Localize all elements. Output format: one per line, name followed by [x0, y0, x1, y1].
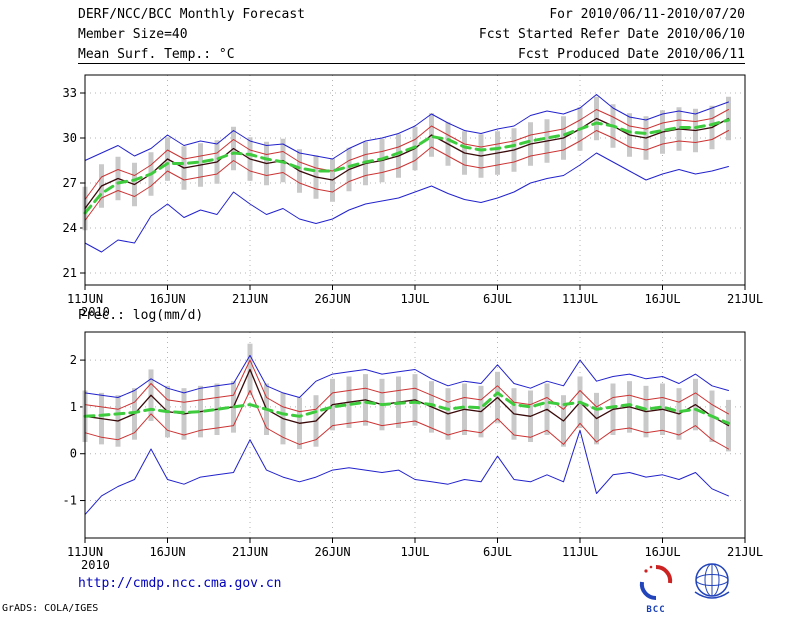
svg-text:21JUN: 21JUN: [232, 292, 268, 306]
svg-text:1JUL: 1JUL: [401, 545, 430, 559]
refer-date-label: Fcst Started Refer Date 2010/06/10: [478, 27, 745, 42]
svg-text:26JUN: 26JUN: [314, 545, 350, 559]
svg-text:21JUN: 21JUN: [232, 545, 268, 559]
bcc-logo: BCC: [632, 562, 680, 615]
grads-credit: GrADS: COLA/IGES: [2, 603, 99, 614]
svg-text:1: 1: [70, 400, 77, 414]
svg-text:6JUL: 6JUL: [483, 545, 512, 559]
svg-text:21JUL: 21JUL: [727, 545, 763, 559]
svg-text:11JUL: 11JUL: [562, 292, 598, 306]
svg-text:16JUN: 16JUN: [149, 545, 185, 559]
cmdp-url-link[interactable]: http://cmdp.ncc.cma.gov.cn: [78, 576, 282, 591]
svg-text:16JUL: 16JUL: [644, 292, 680, 306]
svg-text:11JUN: 11JUN: [67, 545, 103, 559]
svg-text:-1: -1: [63, 494, 77, 508]
bcc-logo-swirl-icon: [639, 564, 673, 601]
svg-text:2: 2: [70, 353, 77, 367]
svg-text:2010: 2010: [81, 305, 110, 319]
svg-text:16JUL: 16JUL: [644, 545, 680, 559]
header-divider: [78, 63, 745, 64]
svg-text:24: 24: [63, 221, 77, 235]
forecast-range-label: For 2010/06/11-2010/07/20: [549, 7, 745, 22]
panel1-title: Mean Surf. Temp.: °C: [78, 47, 235, 62]
svg-text:21: 21: [63, 266, 77, 280]
svg-text:1JUL: 1JUL: [401, 292, 430, 306]
svg-text:6JUL: 6JUL: [483, 292, 512, 306]
svg-text:26JUN: 26JUN: [314, 292, 350, 306]
produced-date-label: Fcst Produced Date 2010/06/11: [518, 47, 745, 62]
ncc-globe-icon: [694, 563, 730, 599]
svg-text:16JUN: 16JUN: [149, 292, 185, 306]
member-size-label: Member Size=40: [78, 27, 188, 42]
svg-text:2010: 2010: [81, 558, 110, 572]
svg-text:30: 30: [63, 131, 77, 145]
svg-text:11JUL: 11JUL: [562, 545, 598, 559]
svg-text:21JUL: 21JUL: [727, 292, 763, 306]
svg-text:11JUN: 11JUN: [67, 292, 103, 306]
page-title: DERF/NCC/BCC Monthly Forecast: [78, 7, 305, 22]
svg-text:0: 0: [70, 447, 77, 461]
svg-text:33: 33: [63, 86, 77, 100]
bcc-logo-label: BCC: [646, 605, 666, 615]
svg-text:27: 27: [63, 176, 77, 190]
panel2-title: Prec.: log(mm/d): [78, 308, 204, 323]
ncc-logo: [688, 560, 736, 610]
